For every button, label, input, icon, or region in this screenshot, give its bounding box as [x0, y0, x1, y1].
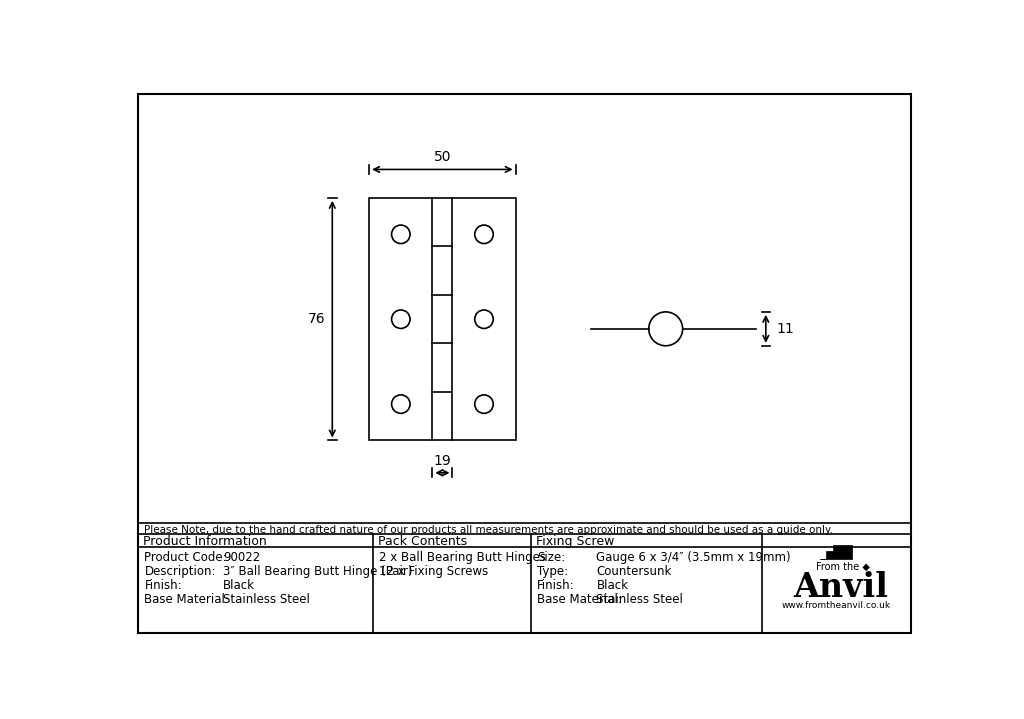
Text: Gauge 6 x 3/4″ (3.5mm x 19mm): Gauge 6 x 3/4″ (3.5mm x 19mm)	[596, 551, 791, 564]
Text: Pack Contents: Pack Contents	[378, 535, 467, 548]
Bar	[370, 198, 515, 441]
Text: Base Material:: Base Material:	[144, 592, 229, 605]
Polygon shape	[833, 545, 852, 551]
Circle shape	[391, 310, 410, 329]
Text: Anvil: Anvil	[793, 571, 888, 604]
Polygon shape	[819, 551, 852, 559]
Circle shape	[391, 395, 410, 413]
Text: Fixing Screw: Fixing Screw	[536, 535, 614, 548]
Text: Please Note, due to the hand crafted nature of our products all measurements are: Please Note, due to the hand crafted nat…	[144, 525, 834, 535]
Text: 12 x Fixing Screws: 12 x Fixing Screws	[379, 565, 488, 578]
Text: Countersunk: Countersunk	[596, 565, 672, 578]
Text: 2 x Ball Bearing Butt Hinges: 2 x Ball Bearing Butt Hinges	[379, 551, 546, 564]
Circle shape	[475, 395, 494, 413]
Text: Black: Black	[596, 579, 629, 592]
Text: Product Information: Product Information	[143, 535, 266, 548]
Text: www.fromtheanvil.co.uk: www.fromtheanvil.co.uk	[782, 601, 891, 610]
Text: 19: 19	[433, 454, 452, 467]
Text: Product Code:: Product Code:	[144, 551, 227, 564]
Text: Stainless Steel: Stainless Steel	[596, 592, 683, 605]
Text: Finish:: Finish:	[538, 579, 574, 592]
Text: From the ◆: From the ◆	[816, 562, 869, 572]
Text: Stainless Steel: Stainless Steel	[223, 592, 310, 605]
Text: Base Material:: Base Material:	[538, 592, 622, 605]
Text: Black: Black	[223, 579, 255, 592]
Circle shape	[391, 225, 410, 244]
Text: 50: 50	[433, 150, 452, 164]
Text: 11: 11	[776, 322, 795, 336]
Text: Size:: Size:	[538, 551, 565, 564]
Text: Description:: Description:	[144, 565, 216, 578]
Text: Finish:: Finish:	[144, 579, 182, 592]
Text: 3″ Ball Bearing Butt Hinge (Pair): 3″ Ball Bearing Butt Hinge (Pair)	[223, 565, 413, 578]
Circle shape	[649, 312, 683, 346]
Text: 76: 76	[308, 312, 326, 326]
Circle shape	[475, 225, 494, 244]
Text: Type:: Type:	[538, 565, 568, 578]
Circle shape	[475, 310, 494, 329]
Text: 90022: 90022	[223, 551, 260, 564]
